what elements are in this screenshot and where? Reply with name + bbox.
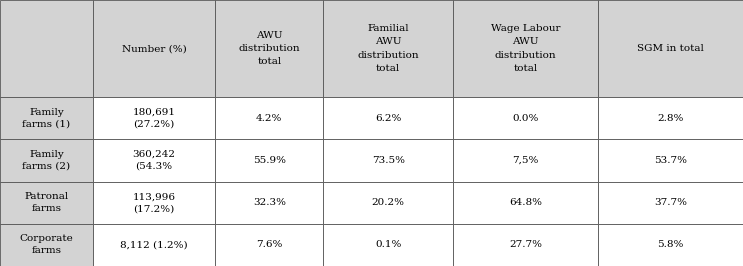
Bar: [598, 224, 743, 266]
Text: 5.8%: 5.8%: [658, 240, 684, 250]
Bar: [323, 224, 453, 266]
Text: SGM in total: SGM in total: [637, 44, 704, 53]
Bar: [323, 97, 453, 139]
Text: 0.1%: 0.1%: [375, 240, 401, 250]
Bar: [598, 97, 743, 139]
Bar: [0, 182, 93, 224]
Bar: [453, 182, 598, 224]
Text: AWU
distribution
total: AWU distribution total: [239, 31, 300, 66]
Text: 113,996
(17.2%): 113,996 (17.2%): [133, 192, 175, 213]
Bar: [453, 139, 598, 182]
Bar: [598, 182, 743, 224]
Text: 20.2%: 20.2%: [372, 198, 405, 207]
Bar: [215, 97, 323, 139]
Bar: [93, 139, 215, 182]
Text: Familial
AWU
distribution
total: Familial AWU distribution total: [357, 24, 419, 73]
Text: 64.8%: 64.8%: [509, 198, 542, 207]
Bar: [215, 139, 323, 182]
Text: 360,242
(54.3%: 360,242 (54.3%: [133, 150, 175, 171]
Text: 32.3%: 32.3%: [253, 198, 286, 207]
Bar: [323, 139, 453, 182]
Bar: [93, 224, 215, 266]
Text: 6.2%: 6.2%: [375, 114, 401, 123]
Bar: [215, 182, 323, 224]
Bar: [323, 0, 453, 97]
Bar: [215, 224, 323, 266]
Bar: [453, 0, 598, 97]
Text: Family
farms (1): Family farms (1): [22, 108, 71, 128]
Bar: [453, 97, 598, 139]
Text: 53.7%: 53.7%: [654, 156, 687, 165]
Text: 0.0%: 0.0%: [513, 114, 539, 123]
Text: 37.7%: 37.7%: [654, 198, 687, 207]
Text: 2.8%: 2.8%: [658, 114, 684, 123]
Text: Corporate
farms: Corporate farms: [19, 235, 74, 255]
Bar: [598, 0, 743, 97]
Text: 55.9%: 55.9%: [253, 156, 286, 165]
Text: 7,5%: 7,5%: [513, 156, 539, 165]
Text: Number (%): Number (%): [122, 44, 186, 53]
Bar: [93, 0, 215, 97]
Text: 180,691
(27.2%): 180,691 (27.2%): [133, 108, 175, 128]
Bar: [0, 97, 93, 139]
Bar: [93, 97, 215, 139]
Bar: [0, 0, 93, 97]
Bar: [323, 182, 453, 224]
Text: 8,112 (1.2%): 8,112 (1.2%): [120, 240, 188, 250]
Bar: [215, 0, 323, 97]
Bar: [0, 224, 93, 266]
Bar: [93, 182, 215, 224]
Bar: [0, 139, 93, 182]
Bar: [598, 139, 743, 182]
Text: 73.5%: 73.5%: [372, 156, 405, 165]
Text: 27.7%: 27.7%: [509, 240, 542, 250]
Text: Family
farms (2): Family farms (2): [22, 150, 71, 171]
Text: Wage Labour
AWU
distribution
total: Wage Labour AWU distribution total: [491, 24, 560, 73]
Text: 7.6%: 7.6%: [256, 240, 282, 250]
Bar: [453, 224, 598, 266]
Text: 4.2%: 4.2%: [256, 114, 282, 123]
Text: Patronal
farms: Patronal farms: [25, 192, 68, 213]
